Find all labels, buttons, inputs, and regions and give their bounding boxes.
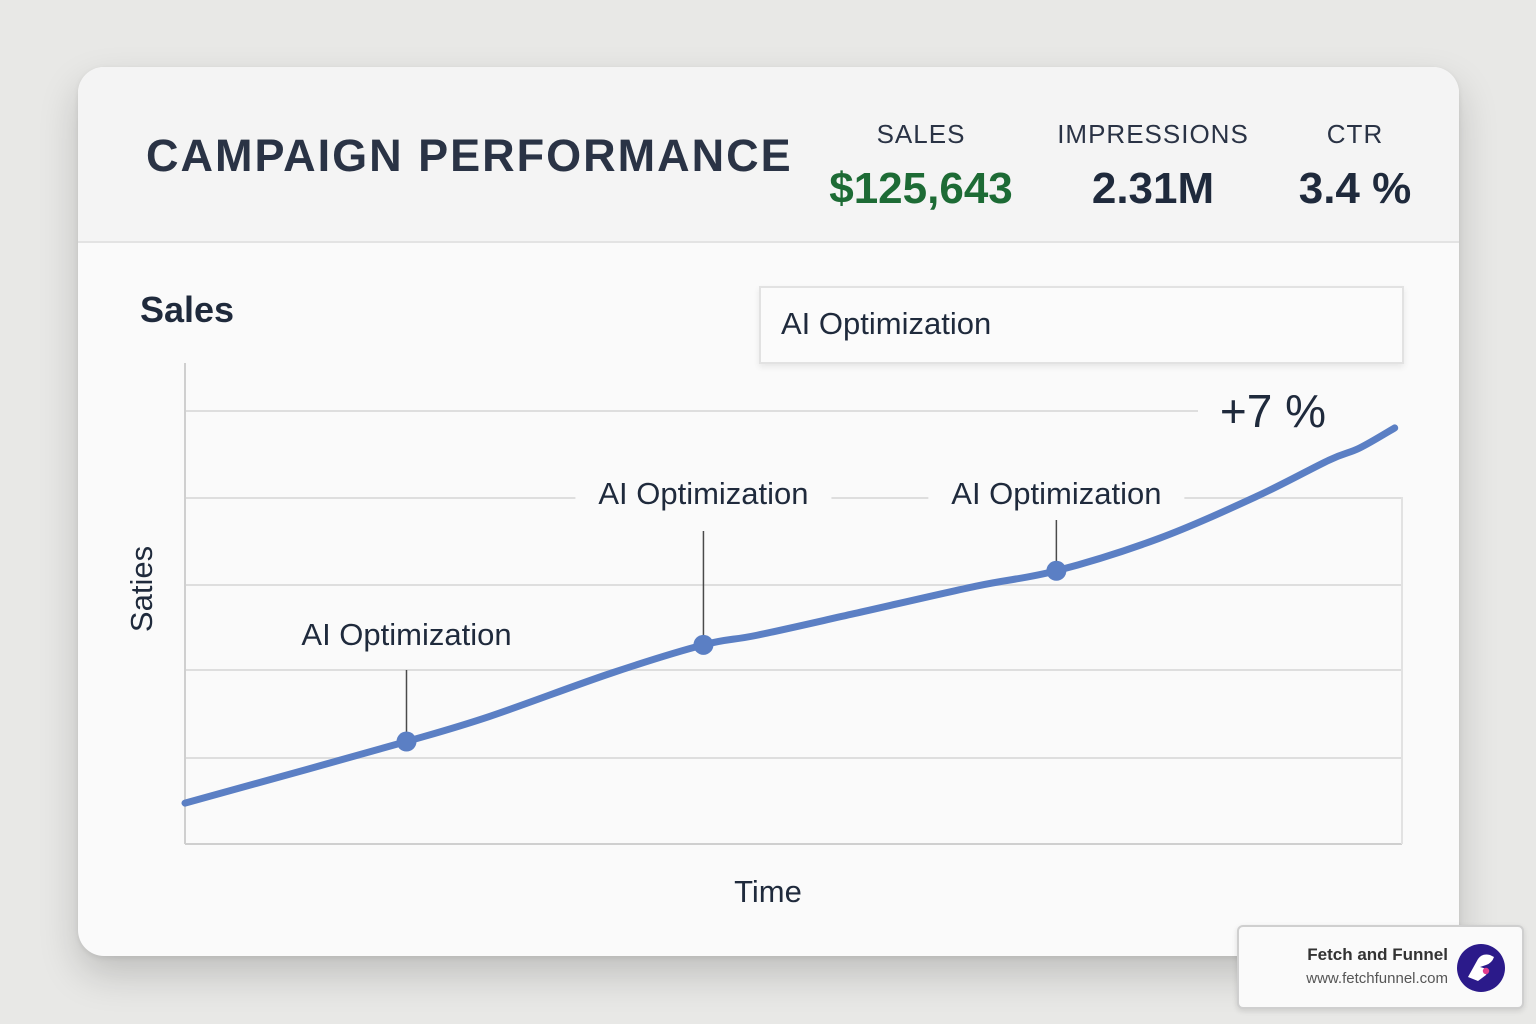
- data-point-marker: [396, 731, 417, 752]
- ai-optimization-annotation: AI Optimization: [301, 617, 511, 652]
- data-point-marker: [1046, 560, 1067, 581]
- x-axis-label: Time: [734, 874, 802, 909]
- card-header: CAMPAIGN PERFORMANCE SALES $125,643 IMPR…: [78, 67, 1459, 243]
- annotation-text-background: [575, 472, 832, 516]
- metric-impressions: IMPRESSIONS 2.31M: [1053, 119, 1253, 214]
- y-axis-label: Saties: [124, 546, 159, 632]
- legend-label: AI Optimization: [781, 306, 992, 341]
- data-point-marker: [693, 634, 714, 655]
- sales-line-chart: Time Saties AI Optimization AI Optimization…: [124, 363, 1403, 909]
- watermark-badge: Fetch and Funnel www.fetchfunnel.com: [1237, 925, 1524, 1009]
- watermark-name: Fetch and Funnel: [1307, 945, 1448, 964]
- fetch-and-funnel-logo-icon: [1457, 944, 1505, 992]
- metric-ctr-value: 3.4 %: [1298, 164, 1412, 213]
- metric-sales: SALES $125,643: [816, 119, 1026, 214]
- ai-optimization-annotation: AI Optimization: [951, 476, 1161, 511]
- growth-annotation: +7 %: [1220, 385, 1326, 437]
- ai-optimization-annotation: AI Optimization: [598, 476, 808, 511]
- metric-sales-label: SALES: [876, 119, 966, 149]
- chart-legend: AI Optimization: [759, 286, 1404, 364]
- metric-impressions-label: IMPRESSIONS: [1057, 119, 1249, 149]
- metric-ctr: CTR 3.4 %: [1284, 119, 1426, 214]
- metric-impressions-value: 2.31M: [1091, 164, 1215, 213]
- dashboard-card: CAMPAIGN PERFORMANCE SALES $125,643 IMPR…: [78, 67, 1459, 956]
- watermark-url: www.fetchfunnel.com: [1306, 970, 1448, 987]
- chart-section-title: Sales: [140, 289, 235, 330]
- metric-ctr-label: CTR: [1326, 119, 1384, 149]
- metric-sales-value: $125,643: [829, 164, 1013, 213]
- annotation-text-background: [928, 472, 1185, 516]
- page-title: CAMPAIGN PERFORMANCE: [146, 130, 793, 181]
